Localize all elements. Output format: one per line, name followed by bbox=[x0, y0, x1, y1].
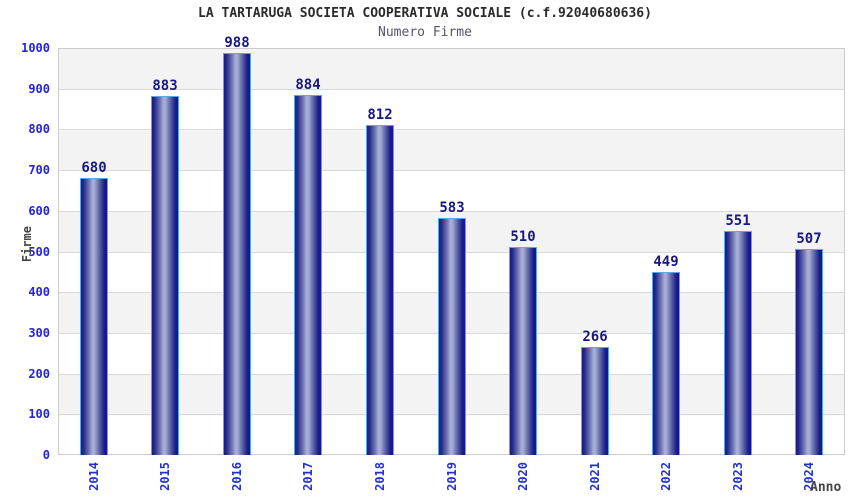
x-tick-label-2021: 2021 bbox=[588, 462, 602, 491]
y-tick-label: 1000 bbox=[21, 41, 50, 55]
bar-value-label: 507 bbox=[796, 231, 822, 247]
bar-value-label: 266 bbox=[582, 329, 608, 345]
gridline bbox=[59, 129, 844, 131]
bar-value-label: 449 bbox=[653, 254, 679, 270]
x-axis-title: Anno bbox=[810, 480, 842, 495]
gridline bbox=[59, 210, 844, 212]
bar-2016 bbox=[223, 53, 251, 455]
y-tick-label: 100 bbox=[28, 407, 50, 422]
bar-2019 bbox=[438, 218, 466, 455]
bar-2015 bbox=[151, 96, 179, 455]
chart-title: LA TARTARUGA SOCIETA COOPERATIVA SOCIALE… bbox=[198, 6, 652, 21]
y-tick-label: 900 bbox=[28, 81, 50, 96]
bar-2018 bbox=[366, 125, 394, 455]
y-tick-label: 400 bbox=[28, 285, 50, 300]
y-tick-label: 200 bbox=[28, 366, 50, 381]
x-tick-label-2022: 2022 bbox=[659, 462, 673, 491]
x-tick-label-2023: 2023 bbox=[731, 462, 745, 491]
y-tick-label: 800 bbox=[28, 122, 50, 137]
y-tick-label: 0 bbox=[42, 448, 50, 462]
y-axis-title: Firme bbox=[20, 226, 34, 263]
y-tick-label: 600 bbox=[28, 203, 50, 218]
bar-value-label: 988 bbox=[224, 35, 250, 51]
bar-value-label: 551 bbox=[725, 213, 751, 229]
y-tick-label: 700 bbox=[28, 163, 50, 178]
x-tick-label-2018: 2018 bbox=[373, 462, 387, 491]
bar-2014 bbox=[80, 178, 108, 455]
bar-value-label: 510 bbox=[510, 229, 536, 245]
bar-value-label: 680 bbox=[81, 160, 107, 176]
bar-2020 bbox=[509, 247, 537, 455]
x-tick-label-2017: 2017 bbox=[301, 462, 315, 491]
bar-value-label: 583 bbox=[439, 200, 465, 216]
x-tick-label-2014: 2014 bbox=[87, 462, 101, 491]
bar-2023 bbox=[724, 231, 752, 455]
x-tick-label-2016: 2016 bbox=[230, 462, 244, 491]
y-tick-label: 500 bbox=[28, 244, 50, 259]
gridline bbox=[59, 88, 844, 90]
bar-value-label: 812 bbox=[367, 107, 393, 123]
gridline bbox=[59, 170, 844, 172]
bar-2024 bbox=[795, 249, 823, 455]
bar-2021 bbox=[581, 347, 609, 455]
x-tick-label-2015: 2015 bbox=[158, 462, 172, 491]
chart-subtitle: Numero Firme bbox=[378, 25, 472, 40]
bar-value-label: 884 bbox=[295, 77, 321, 93]
x-tick-label-2020: 2020 bbox=[516, 462, 530, 491]
x-tick-label-2019: 2019 bbox=[445, 462, 459, 491]
bar-value-label: 883 bbox=[152, 78, 178, 94]
y-tick-label: 300 bbox=[28, 325, 50, 340]
bar-2017 bbox=[294, 95, 322, 455]
bar-2022 bbox=[652, 272, 680, 455]
